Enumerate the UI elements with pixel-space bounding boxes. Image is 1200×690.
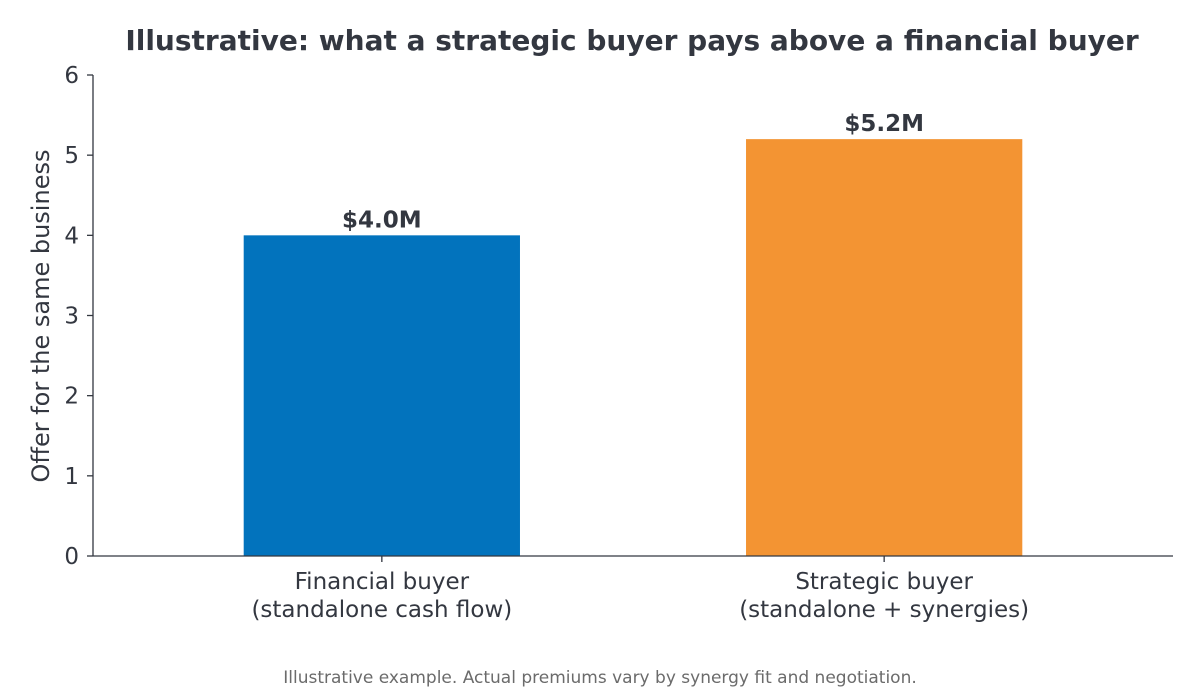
x-tick-label: Financial buyer bbox=[295, 569, 470, 595]
data-label-1: $4.0M bbox=[342, 207, 422, 233]
y-tick-label: 3 bbox=[64, 304, 79, 330]
footnote: Illustrative example. Actual premiums va… bbox=[283, 668, 917, 688]
data-label-2: $5.2M bbox=[844, 111, 924, 137]
y-tick-label: 2 bbox=[64, 384, 79, 410]
x-tick-label: (standalone + synergies) bbox=[739, 597, 1029, 623]
bar-2 bbox=[746, 139, 1023, 556]
x-tick-label: (standalone cash flow) bbox=[251, 597, 512, 623]
y-tick-label: 1 bbox=[64, 464, 79, 490]
x-tick-label: Strategic buyer bbox=[795, 569, 973, 595]
chart-title: Illustrative: what a strategic buyer pay… bbox=[125, 24, 1139, 57]
y-tick-label: 6 bbox=[64, 63, 79, 89]
y-tick-label: 4 bbox=[64, 223, 79, 249]
y-axis-label: Offer for the same business bbox=[27, 150, 55, 483]
bar-1 bbox=[243, 235, 520, 557]
y-tick-label: 0 bbox=[64, 544, 79, 570]
y-tick-label: 5 bbox=[64, 143, 79, 169]
